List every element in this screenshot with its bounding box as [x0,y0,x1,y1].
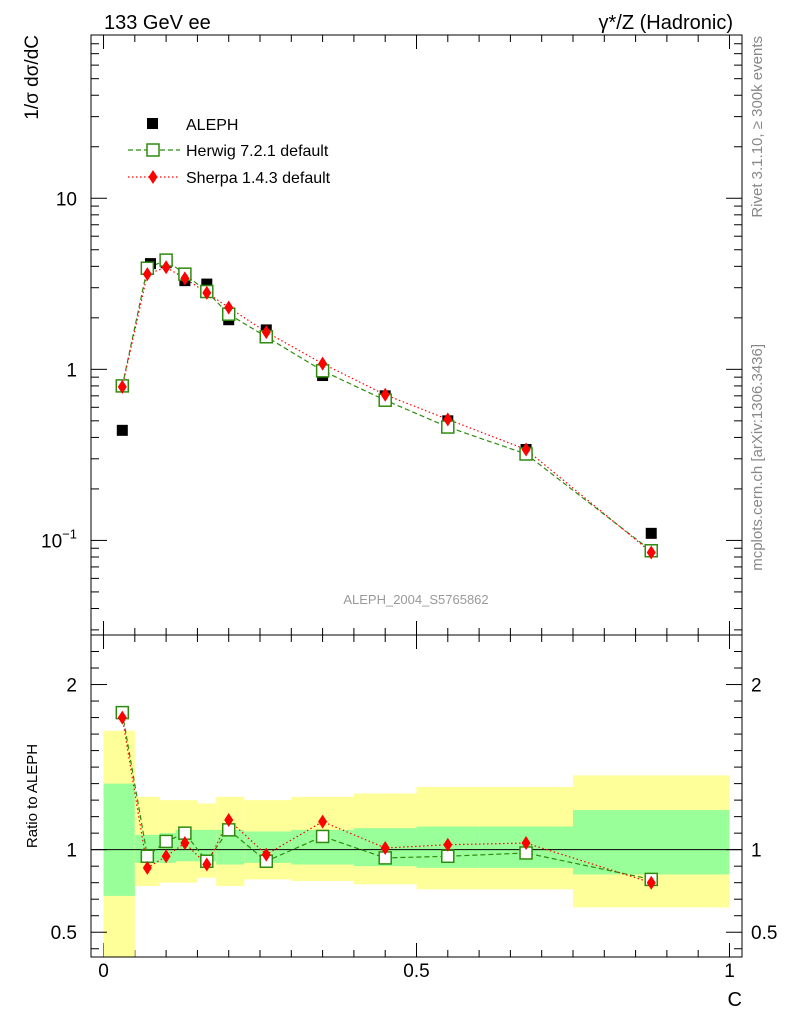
sherpa-ratio-point [380,841,390,856]
sherpa-ratio-point [202,857,212,872]
main-plot-area: 10−1 1 10 [41,34,742,635]
y-tick-label: 2 [66,676,77,697]
x-tick-label: 0 [98,961,109,982]
legend-sherpa-label: Sherpa 1.4.3 default [186,170,331,187]
y-tick-label-right: 2 [751,676,762,697]
header-left: 133 GeV ee [104,12,211,34]
sherpa-data-point [161,260,171,275]
y-tick-label: 10−1 [41,526,77,552]
y-tick-label-right: 1 [751,841,762,862]
y-tick-label: 1 [66,841,77,862]
herwig-ratio-point [315,829,330,844]
sherpa-ratio-point [117,710,127,725]
sherpa-data-point [202,285,212,300]
legend: ALEPH Herwig 7.2.1 default Sherpa 1.4.3 … [128,117,331,187]
sherpa-data-point [646,545,656,560]
main-plot-panel: 10−1 1 10 ALEPH_2004_S5765862 1/σ dσ/dC [22,34,743,636]
sherpa-data-point [180,271,190,286]
sherpa-ratio-point [142,860,152,875]
ratio-y-axis-label: Ratio to ALEPH [24,744,41,848]
herwig-ratio-line [121,712,652,880]
x-tick-label: 1 [724,961,735,982]
uncertainty-band-inner [197,829,217,862]
y-tick-label-right: 0.5 [751,923,777,944]
legend-sherpa-marker [148,170,158,184]
herwig-ratio-point [441,849,455,864]
aleph-data-point [116,424,128,436]
herwig-ratio-point [159,834,173,849]
sherpa-ratio-point [261,847,271,862]
legend-herwig-marker [146,143,160,157]
y-tick-label: 1 [66,360,77,381]
legend-item-aleph: ALEPH [147,117,238,134]
source-label: mcplots.cern.ch [arXiv:1306.3436] [749,344,766,571]
sherpa-ratio-point [161,849,171,864]
sherpa-data-point [443,412,453,427]
sherpa-data-point [142,267,152,282]
rivet-version-label: Rivet 3.1.10, ≥ 300k events [749,36,766,218]
y-tick-label: 0.5 [51,923,77,944]
legend-item-sherpa: Sherpa 1.4.3 default [128,170,331,187]
header-right: γ*/Z (Hadronic) [599,12,733,34]
sherpa-data-point [521,442,531,457]
legend-aleph-label: ALEPH [186,117,238,134]
sherpa-data-point [380,387,390,402]
sherpa-ratio-point [224,812,234,827]
sherpa-data-point [117,379,127,394]
aleph-data-point [201,278,213,290]
watermark: ALEPH_2004_S5765862 [343,592,488,607]
x-tick-label: 0.5 [403,961,429,982]
sherpa-ratio-point [521,836,531,851]
sherpa-ratio-point [318,814,328,829]
herwig-ratio-point [140,849,155,864]
sherpa-line [121,266,652,553]
ratio-plot-area: 0 0.5 1 0.5 0.5 1 1 2 2 [51,635,777,982]
aleph-data-point [645,527,657,539]
legend-aleph-marker [147,118,158,129]
uncertainty-band-inner [572,810,730,875]
legend-herwig-label: Herwig 7.2.1 default [186,143,329,160]
sherpa-data-point [261,325,271,340]
sherpa-ratio-point [180,836,190,851]
sherpa-data-point [224,300,234,315]
main-y-axis-label: 1/σ dσ/dC [22,35,43,120]
x-axis-label: C [728,989,742,1011]
sherpa-ratio-point [443,837,453,852]
sherpa-data-point [318,356,328,371]
ratio-plot-frame [90,634,743,958]
uncertainty-band-inner [103,783,135,896]
sherpa-ratio-point [646,875,656,890]
legend-item-herwig: Herwig 7.2.1 default [128,143,329,160]
y-tick-label: 10 [56,189,77,210]
ratio-plot-panel: 0 0.5 1 0.5 0.5 1 1 2 2 Ratio to ALEPH C [24,634,777,1011]
